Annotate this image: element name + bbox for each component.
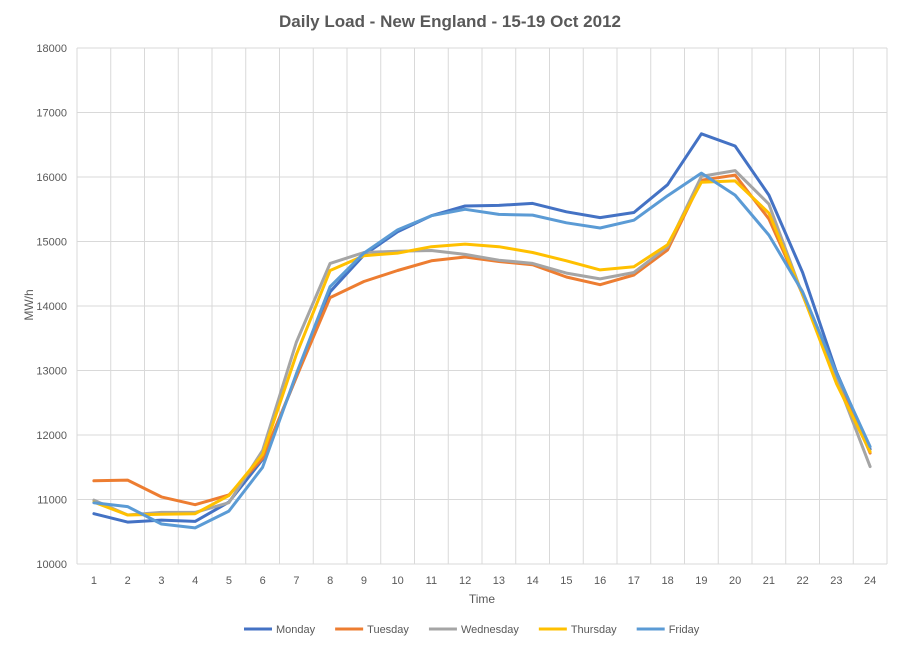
legend: Monday Tuesday Wednesday Thursday Friday bbox=[244, 624, 700, 636]
x-tick-label: 15 bbox=[560, 575, 572, 587]
x-tick-label: 3 bbox=[158, 575, 164, 587]
legend-label: Monday bbox=[276, 624, 316, 636]
legend-item-thursday: Thursday bbox=[538, 624, 617, 636]
x-tick-label: 14 bbox=[527, 575, 539, 587]
y-tick-label: 18000 bbox=[36, 43, 67, 55]
x-tick-label: 19 bbox=[695, 575, 707, 587]
series-line-thursday bbox=[92, 179, 872, 517]
y-tick-label: 15000 bbox=[36, 237, 67, 249]
x-tick-label: 23 bbox=[830, 575, 842, 587]
y-tick-label: 12000 bbox=[36, 430, 67, 442]
x-tick-label: 6 bbox=[260, 575, 266, 587]
x-tick-label: 22 bbox=[797, 575, 809, 587]
y-tick-label: 13000 bbox=[36, 366, 67, 378]
legend-label: Tuesday bbox=[367, 624, 409, 636]
series-line-friday bbox=[92, 171, 872, 530]
x-axis-label: Time bbox=[469, 592, 496, 606]
x-tick-label: 8 bbox=[327, 575, 333, 587]
x-tick-label: 24 bbox=[864, 575, 876, 587]
legend-label: Wednesday bbox=[461, 624, 519, 636]
legend-label: Friday bbox=[669, 624, 700, 636]
x-tick-label: 1 bbox=[91, 575, 97, 587]
x-tick-label: 4 bbox=[192, 575, 198, 587]
x-tick-label: 12 bbox=[459, 575, 471, 587]
chart-title: Daily Load - New England - 15-19 Oct 201… bbox=[279, 12, 621, 31]
x-tick-label: 10 bbox=[392, 575, 404, 587]
x-tick-label: 21 bbox=[763, 575, 775, 587]
legend-item-monday: Monday bbox=[244, 624, 316, 636]
y-axis-ticks: 10000 11000 12000 13000 14000 15000 16000 17000… bbox=[36, 43, 67, 571]
x-tick-label: 9 bbox=[361, 575, 367, 587]
legend-item-friday: Friday bbox=[636, 624, 700, 636]
x-tick-label: 13 bbox=[493, 575, 505, 587]
series-line-tuesday bbox=[92, 173, 872, 507]
x-tick-label: 7 bbox=[293, 575, 299, 587]
x-tick-label: 17 bbox=[628, 575, 640, 587]
legend-label: Thursday bbox=[571, 624, 617, 636]
y-tick-label: 17000 bbox=[36, 108, 67, 120]
x-tick-label: 16 bbox=[594, 575, 606, 587]
x-tick-label: 5 bbox=[226, 575, 232, 587]
y-tick-label: 11000 bbox=[37, 495, 67, 507]
legend-item-tuesday: Tuesday bbox=[335, 624, 409, 636]
series-line-wednesday bbox=[92, 169, 872, 517]
x-tick-label: 18 bbox=[662, 575, 674, 587]
x-tick-label: 11 bbox=[426, 575, 437, 587]
x-axis-ticks: 1 2 3 4 5 6 7 8 9 10 11 12 13 14 15 16 17 18 19 20 21 22 23 24 bbox=[91, 575, 876, 587]
x-tick-label: 2 bbox=[125, 575, 131, 587]
y-axis-label: MW/h bbox=[22, 289, 36, 320]
legend-item-wednesday: Wednesday bbox=[428, 624, 519, 636]
y-tick-label: 16000 bbox=[36, 172, 67, 184]
y-tick-label: 10000 bbox=[36, 559, 67, 571]
series-lines bbox=[92, 132, 872, 530]
y-tick-label: 14000 bbox=[36, 301, 67, 313]
x-tick-label: 20 bbox=[729, 575, 741, 587]
